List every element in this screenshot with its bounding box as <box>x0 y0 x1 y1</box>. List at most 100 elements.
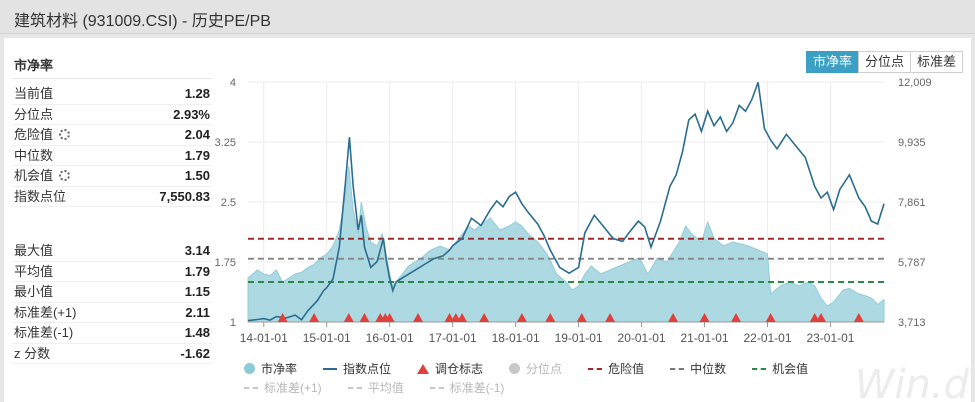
rebalance-marker <box>457 313 468 322</box>
legend-item[interactable]: 分位点 <box>509 360 562 377</box>
triangle-icon <box>417 363 430 374</box>
main-panel: 市净率 当前值 1.28 分位点 2.93% 危险值 2.04 中位数 1.79 机会值 1.50… <box>4 38 971 402</box>
legend-item[interactable]: 平均值 <box>347 379 404 396</box>
stat-row: 最大值 3.14 <box>12 241 212 262</box>
legend-dash-icon <box>244 386 258 389</box>
stat-label-text: 最大值 <box>14 243 54 258</box>
stat-row: 标准差(+1) 2.11 <box>12 303 212 323</box>
stat-row: 危险值 2.04 <box>12 125 212 146</box>
stat-row: 最小值 1.15 <box>12 282 212 303</box>
x-tick-label: 17-01-01 <box>429 331 477 345</box>
legend-dash-icon <box>347 386 362 389</box>
legend-dash-icon <box>429 386 444 389</box>
gear-icon[interactable] <box>59 129 71 140</box>
legend-label: 指数点位 <box>343 362 392 376</box>
y-left-tick-label: 3.25 <box>215 137 236 149</box>
stat-row: 中位数 1.79 <box>12 146 212 166</box>
stat-label: 指数点位 <box>14 187 66 207</box>
legend-label: 分位点 <box>526 362 563 376</box>
stat-row: 当前值 1.28 <box>12 84 212 105</box>
rebalance-marker <box>277 313 288 322</box>
stat-label-text: 机会值 <box>14 168 54 183</box>
stat-label-text: 当前值 <box>14 86 54 101</box>
x-tick-label: 20-01-01 <box>618 331 666 345</box>
legend-item[interactable]: 机会值 <box>752 360 808 377</box>
stats-top: 当前值 1.28 分位点 2.93% 危险值 2.04 中位数 1.79 机会值 1.50 指数点位… <box>12 84 212 207</box>
index-line <box>247 82 885 322</box>
x-tick-label: 19-01-01 <box>555 331 603 345</box>
rebalance-marker <box>809 313 820 322</box>
x-tick-label: 22-01-01 <box>743 331 791 345</box>
stat-value: 1.50 <box>184 168 210 183</box>
view-toggle-group: 市净率 分位点 标准差 <box>805 51 963 73</box>
stat-row: z 分数 -1.62 <box>12 344 212 364</box>
stat-label: 标准差(+1) <box>14 303 76 323</box>
x-tick-label: 16-01-01 <box>366 331 414 345</box>
legend-item[interactable]: 标准差(-1) <box>429 379 505 396</box>
rebalance-marker <box>545 313 556 322</box>
rebalance-marker <box>343 313 354 322</box>
stat-label-text: 标准差(-1) <box>14 325 74 340</box>
toggle-button[interactable]: 标准差 <box>909 51 963 73</box>
legend-dash-icon <box>588 367 603 370</box>
y-left-tick-label: 2.5 <box>221 197 236 209</box>
stat-label: 机会值 <box>14 166 71 186</box>
rebalance-marker <box>479 313 490 322</box>
legend-dot-icon <box>244 363 255 374</box>
legend-dot-icon <box>509 363 521 374</box>
rebalance-marker <box>816 313 827 322</box>
toggle-button[interactable]: 市净率 <box>805 51 859 73</box>
legend-label: 标准差(-1) <box>449 381 505 395</box>
legend-label: 机会值 <box>772 362 809 376</box>
toggle-button[interactable]: 分位点 <box>857 51 911 73</box>
rebalance-marker <box>309 313 320 322</box>
rebalance-marker <box>605 313 616 322</box>
gear-icon[interactable] <box>59 170 71 181</box>
y-left-tick-label: 4 <box>230 77 236 89</box>
stat-label: 最大值 <box>14 241 53 261</box>
y-right-tick-label: 9,935 <box>898 137 926 149</box>
stat-value: -1.62 <box>180 345 210 361</box>
stat-label: 分位点 <box>14 105 53 125</box>
rebalance-marker <box>516 313 527 322</box>
rebalance-marker <box>444 313 455 322</box>
stat-label-text: 指数点位 <box>14 188 67 204</box>
window-title: 建筑材料 (931009.CSI) - 历史PE/PB <box>14 13 271 30</box>
legend-item[interactable]: 标准差(+1) <box>244 379 322 396</box>
legend-item[interactable]: 指数点位 <box>323 360 391 377</box>
rebalance-marker <box>384 313 395 322</box>
rebalance-marker <box>731 313 742 322</box>
stat-value: 1.15 <box>184 284 210 299</box>
y-left-tick-label: 1 <box>230 317 236 329</box>
legend-item[interactable]: 市净率 <box>244 360 297 377</box>
legend-dash-icon <box>752 367 767 370</box>
rebalance-marker <box>853 313 864 322</box>
legend-secondary: 标准差(+1) 平均值 标准差(-1) <box>244 379 530 396</box>
stat-label: 平均值 <box>14 262 53 282</box>
legend-label: 中位数 <box>690 362 727 376</box>
y-right-tick-label: 3,713 <box>898 317 926 329</box>
pb-chart: 4 12,009 3.25 9,935 2.5 7,861 1.75 5,787 1 3,713 1… <box>215 77 932 345</box>
legend-item[interactable]: 中位数 <box>670 360 726 377</box>
stat-value: 1.28 <box>184 86 210 101</box>
stat-value: 1.79 <box>184 263 210 279</box>
stat-label: 最小值 <box>14 282 53 302</box>
divider <box>12 78 212 79</box>
stat-label-text: 分位点 <box>14 106 54 122</box>
stat-value: 7,550.83 <box>159 188 210 204</box>
legend: 市净率 指数点位 调仓标志 分位点 危险值 中位数 机会值 <box>244 360 834 377</box>
y-right-tick-label: 12,009 <box>898 77 932 89</box>
legend-item[interactable]: 危险值 <box>588 360 644 377</box>
watermark-logo: Win.d <box>854 362 969 402</box>
rebalance-marker <box>576 313 587 322</box>
y-right-tick-label: 7,861 <box>898 197 926 209</box>
legend-item[interactable]: 调仓标志 <box>417 360 483 377</box>
side-panel-title: 市净率 <box>14 58 54 73</box>
stat-label-text: 最小值 <box>14 284 54 299</box>
legend-label: 平均值 <box>367 381 404 395</box>
stat-value: 1.79 <box>184 147 210 163</box>
stat-value: 2.93% <box>173 106 210 122</box>
stat-label: 中位数 <box>14 146 53 166</box>
rebalance-marker <box>668 313 679 322</box>
stat-label: z 分数 <box>14 344 50 364</box>
